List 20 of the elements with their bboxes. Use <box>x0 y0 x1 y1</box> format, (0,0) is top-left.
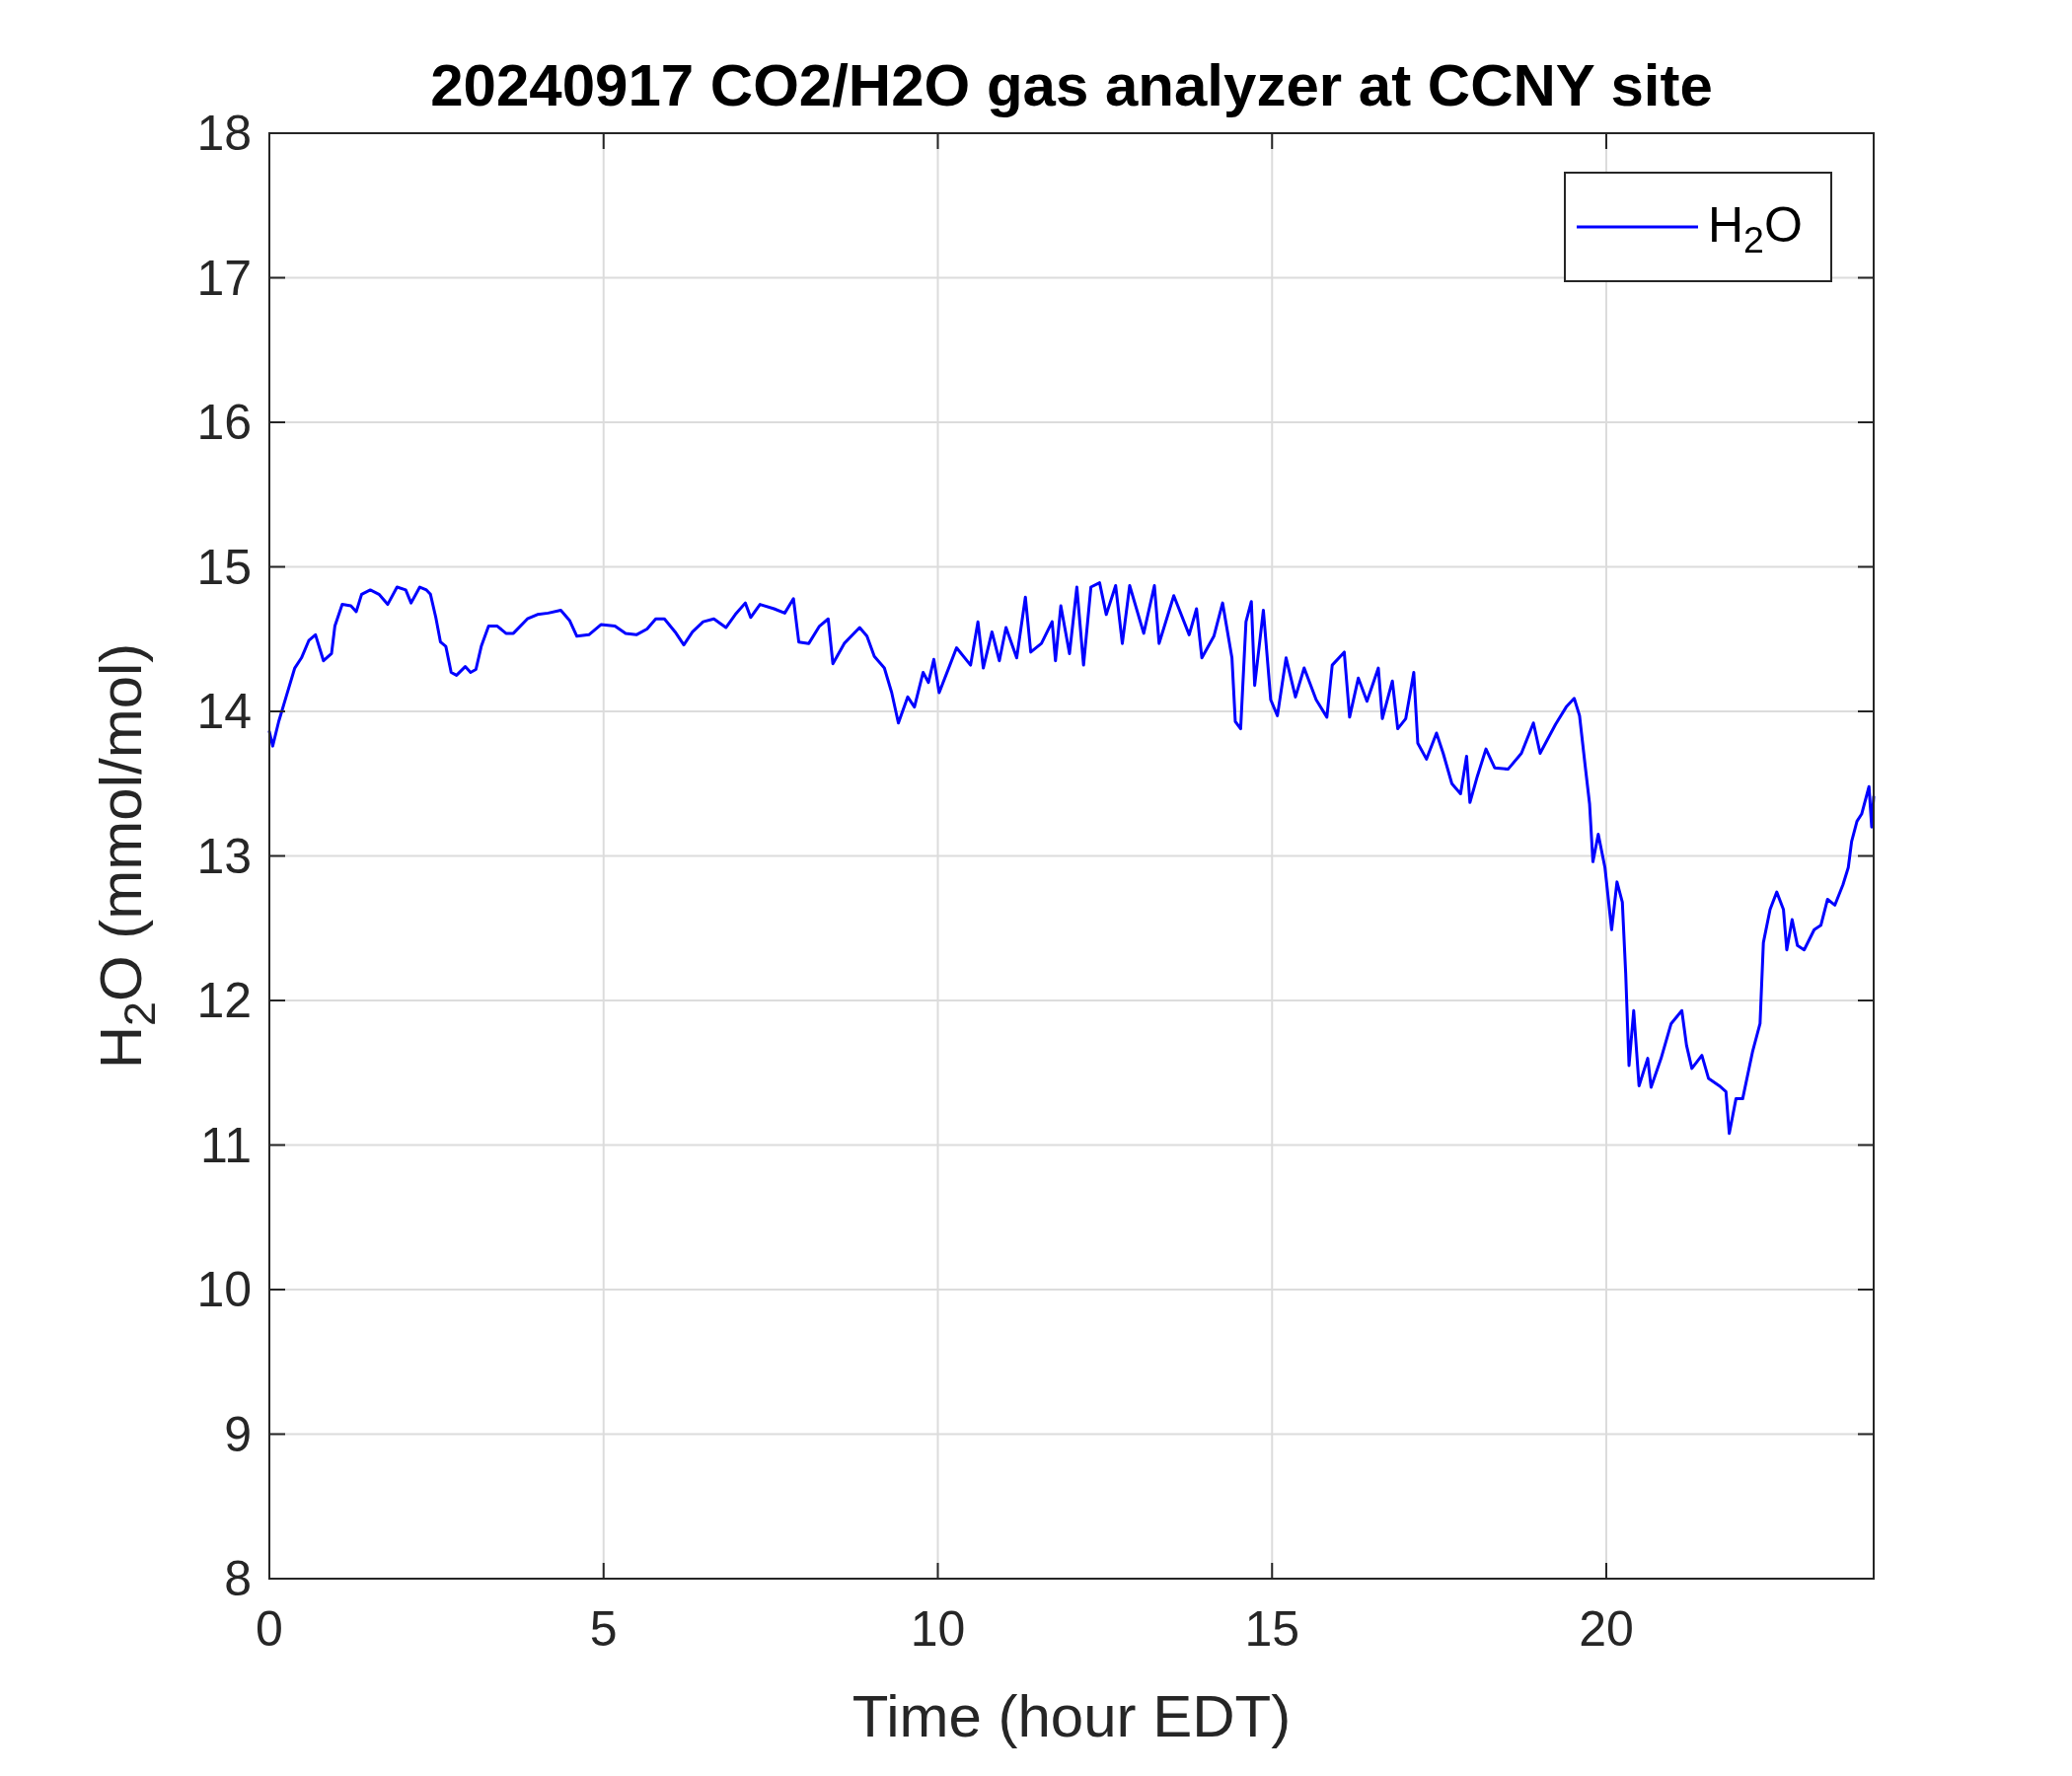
y-tick-label: 10 <box>196 1262 252 1317</box>
y-tick-label: 18 <box>196 106 252 161</box>
chart-title: 20240917 CO2/H2O gas analyzer at CCNY site <box>430 52 1713 118</box>
x-tick-label: 10 <box>910 1601 966 1657</box>
y-tick-label: 8 <box>224 1551 252 1606</box>
y-tick-label: 14 <box>196 684 252 739</box>
x-axis-title: Time (hour EDT) <box>851 1683 1292 1749</box>
line-series <box>267 581 1876 1136</box>
y-tick-label: 9 <box>224 1406 252 1462</box>
y-tick-label: 13 <box>196 828 252 884</box>
x-tick-label: 0 <box>256 1601 283 1657</box>
x-tick-label: 5 <box>589 1601 618 1657</box>
y-tick-label: 17 <box>196 250 252 306</box>
y-tick-label: 11 <box>200 1117 252 1173</box>
y-tick-label: 12 <box>196 973 252 1028</box>
x-tick-label: 20 <box>1579 1601 1634 1657</box>
x-tick-label: 15 <box>1244 1601 1300 1657</box>
y-tick-label: 15 <box>196 539 252 595</box>
legend-label: H$_{2}$O <box>1708 197 1803 261</box>
y-tick-label: 16 <box>196 395 252 450</box>
